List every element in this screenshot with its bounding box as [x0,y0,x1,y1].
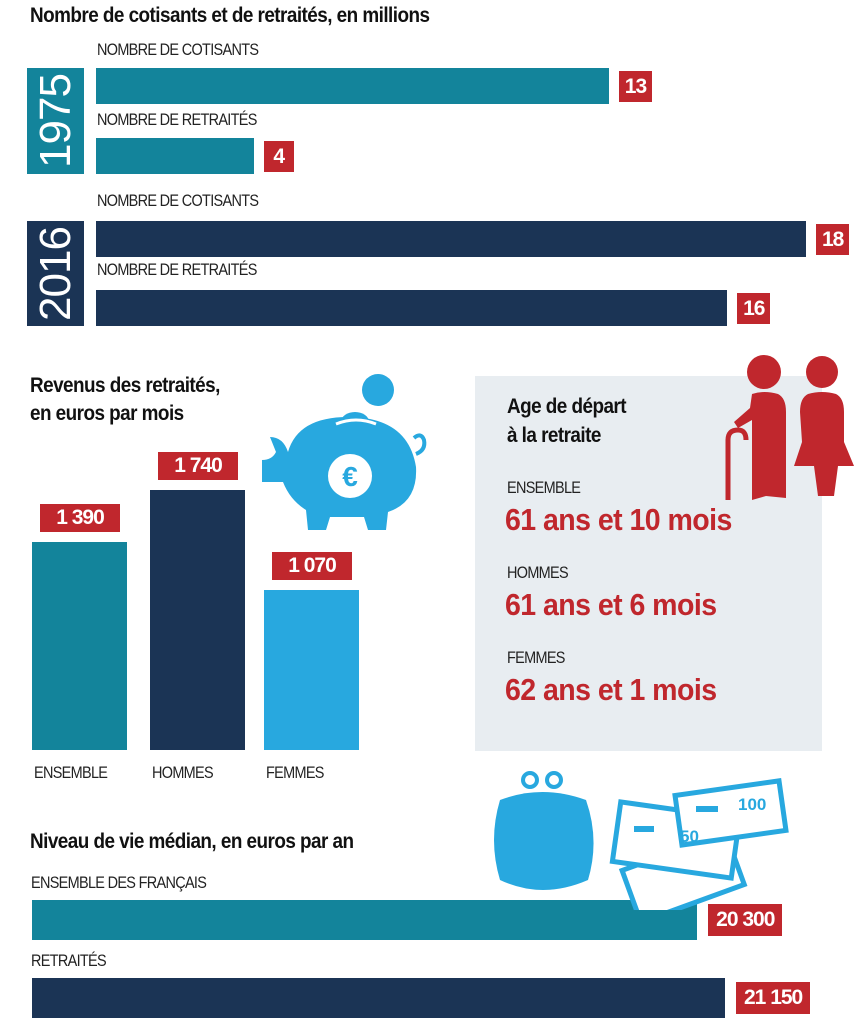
age-value: 61 ans et 6 mois [505,587,717,622]
revenus-title-line2: en euros par mois [30,402,184,425]
age-title-line2: à la retraite [507,424,601,447]
category-label: ENSEMBLE [34,763,108,782]
purse-icon [494,771,594,890]
note-50-label: 50 [680,827,699,846]
elderly-couple-icon [725,355,854,500]
year-label: 2016 [30,226,80,321]
purse-and-banknotes-icon: 100 50 [494,771,789,910]
bar [32,978,725,1018]
age-category-label: FEMMES [507,648,565,667]
piggy-bank-euro-icon: € [262,374,427,530]
bar-value-label: 20 300 [708,904,783,936]
bar-label: NOMBRE DE RETRAITÉS [97,110,257,129]
year-label-box: 1975 [27,68,84,174]
category-label: HOMMES [152,763,214,782]
age-category-label: ENSEMBLE [507,478,581,497]
bar [264,590,359,750]
bar-label: NOMBRE DE COTISANTS [97,191,259,210]
bar-value-label: 1 390 [40,504,120,533]
age-value: 61 ans et 10 mois [505,502,732,537]
age-category-label: HOMMES [507,563,569,582]
bar [32,542,127,750]
bar-label: ENSEMBLE DES FRANÇAIS [31,873,207,892]
bar-value-label: 21 150 [736,982,811,1014]
bar-label: RETRAITÉS [31,951,107,970]
bar [32,900,698,940]
bar-value-label: 1 070 [272,552,352,581]
bar-label: NOMBRE DE RETRAITÉS [97,260,257,279]
niveau-de-vie-title: Niveau de vie médian, en euros par an [30,830,354,853]
bar [96,290,728,326]
bar-value-label: 4 [263,141,294,172]
revenus-title-line1: Revenus des retraités, [30,374,220,397]
note-100-label: 100 [738,795,766,814]
cotisants-chart-title: Nombre de cotisants et de retraités, en … [30,4,430,27]
bar-value-label: 18 [816,224,850,255]
bar [150,490,245,750]
bar [96,68,609,104]
bar-label: NOMBRE DE COTISANTS [97,40,259,59]
bar [96,138,254,174]
age-value: 62 ans et 1 mois [505,672,717,707]
category-label: FEMMES [266,763,324,782]
year-label: 1975 [30,74,80,168]
bar [96,221,806,257]
year-label-box: 2016 [27,221,84,326]
bar-value-label: 16 [737,293,771,324]
euro-symbol: € [342,461,358,492]
bar-value-label: 1 740 [158,452,238,480]
age-title-line1: Age de départ [507,395,627,418]
banknotes-icon [609,778,789,910]
bar-value-label: 13 [618,71,653,102]
